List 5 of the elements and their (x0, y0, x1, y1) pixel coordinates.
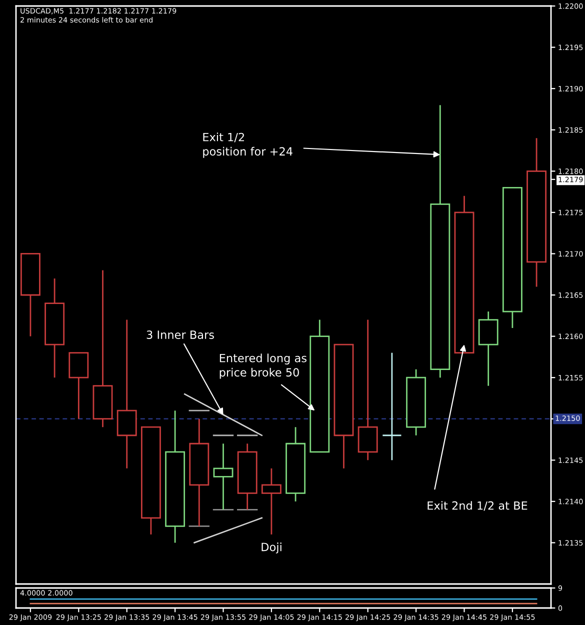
annotation: Doji (262, 542, 282, 554)
annotation: Exit 1/2 position for +24 (203, 132, 292, 158)
annotation: Entered long as price broke 50 (220, 354, 306, 379)
annotation: Exit 2nd 1/2 at BE (428, 501, 528, 511)
annotation: 3 Inner Bars (146, 330, 214, 339)
